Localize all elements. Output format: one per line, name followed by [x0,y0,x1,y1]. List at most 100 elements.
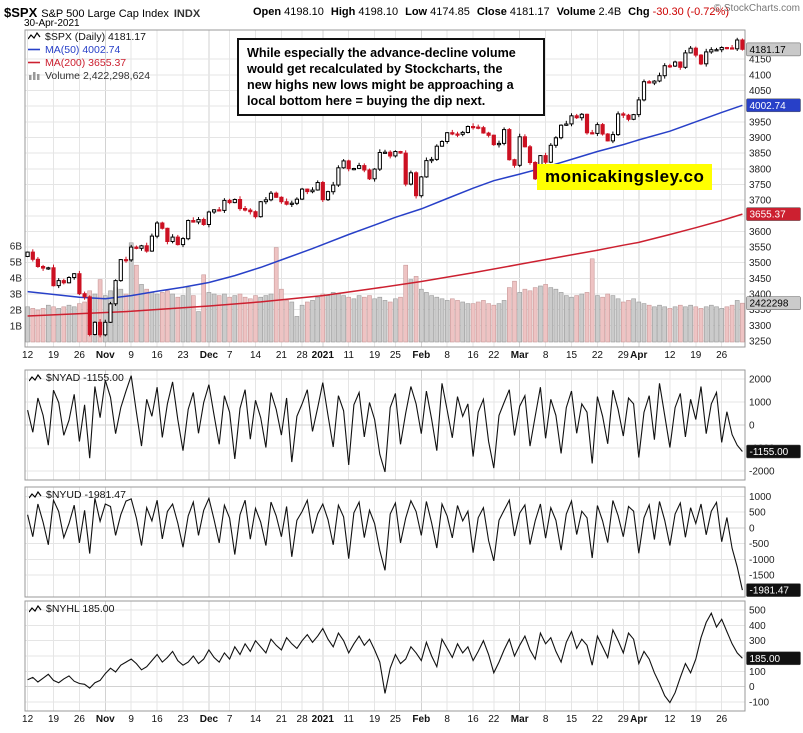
svg-text:19: 19 [48,714,60,725]
svg-text:26: 26 [74,350,86,361]
svg-text:12: 12 [22,350,34,361]
volume-value: 2.4B [598,6,622,18]
svg-text:12: 12 [22,714,34,725]
svg-text:16: 16 [468,350,480,361]
svg-text:7: 7 [227,350,233,361]
copyright: © StockCharts.com [713,3,800,14]
svg-text:3600: 3600 [749,227,772,238]
zigzag-icon [29,373,42,381]
svg-text:19: 19 [369,714,381,725]
svg-text:29: 29 [618,714,630,725]
svg-text:-1981.47: -1981.47 [750,586,790,597]
svg-text:3350: 3350 [749,305,772,316]
svg-text:19: 19 [690,350,702,361]
svg-text:15: 15 [566,714,578,725]
svg-text:Apr: Apr [630,350,647,361]
svg-text:26: 26 [74,714,86,725]
svg-text:16: 16 [152,350,164,361]
svg-text:3950: 3950 [749,117,772,128]
svg-text:Feb: Feb [412,714,430,725]
symbol: $SPX [4,5,38,20]
svg-text:-100: -100 [749,697,769,708]
svg-text:19: 19 [369,350,381,361]
svg-text:1000: 1000 [749,398,772,409]
svg-text:3250: 3250 [749,337,772,348]
nyad-label: $NYAD -1155.00 [46,372,124,384]
svg-text:3900: 3900 [749,133,772,144]
svg-text:-2000: -2000 [749,466,775,477]
svg-text:26: 26 [716,350,728,361]
panel-label-nyud: $NYUD -1981.47 [29,489,126,501]
svg-text:1B: 1B [10,322,23,333]
svg-text:7: 7 [227,714,233,725]
svg-text:14: 14 [250,714,262,725]
zigzag-icon [29,604,42,612]
annotation-note: While especially the advance-decline vol… [237,38,545,117]
svg-text:3B: 3B [10,290,23,301]
watermark: monicakingsley.co [537,164,713,190]
svg-text:12: 12 [664,350,676,361]
svg-text:3655.37: 3655.37 [750,210,787,221]
svg-text:3700: 3700 [749,196,772,207]
svg-text:19: 19 [690,714,702,725]
svg-text:8: 8 [543,350,549,361]
svg-text:6B: 6B [10,242,23,253]
svg-text:26: 26 [716,714,728,725]
svg-text:Mar: Mar [511,350,529,361]
svg-text:29: 29 [618,350,630,361]
high-value: 4198.10 [358,6,399,18]
legend-ma200: MA(200) 3655.37 [28,56,150,69]
legend-series-label: $SPX (Daily) 4181.17 [45,30,146,43]
legend-ma50-label: MA(50) 4002.74 [45,43,121,56]
svg-text:500: 500 [749,508,766,519]
svg-text:25: 25 [390,350,402,361]
svg-text:15: 15 [566,350,578,361]
svg-text:3550: 3550 [749,243,772,254]
open-value: 4198.10 [284,6,324,18]
svg-text:4181.17: 4181.17 [750,45,787,56]
svg-text:2021: 2021 [312,714,335,725]
svg-text:28: 28 [297,714,309,725]
svg-text:3750: 3750 [749,180,772,191]
close-value: 4181.17 [509,6,550,18]
svg-text:4050: 4050 [749,86,772,97]
svg-text:16: 16 [152,714,164,725]
svg-text:Apr: Apr [630,714,647,725]
svg-text:16: 16 [468,714,480,725]
svg-text:22: 22 [488,714,500,725]
svg-text:-500: -500 [749,539,769,550]
svg-text:4150: 4150 [749,55,772,66]
close-label: Close [476,6,507,18]
high-label: High [330,6,356,18]
svg-text:23: 23 [177,350,189,361]
nyud-label: $NYUD -1981.47 [46,489,126,501]
svg-text:Nov: Nov [96,350,115,361]
svg-text:3850: 3850 [749,149,772,160]
svg-text:4002.74: 4002.74 [750,101,787,112]
svg-text:12: 12 [664,714,676,725]
zigzag-icon [29,490,42,498]
svg-text:25: 25 [390,714,402,725]
svg-text:11: 11 [344,350,355,361]
svg-text:0: 0 [749,523,755,534]
svg-text:500: 500 [749,606,766,617]
svg-text:0: 0 [749,421,755,432]
svg-text:2B: 2B [10,306,23,317]
svg-text:400: 400 [749,621,766,632]
svg-text:3300: 3300 [749,321,772,332]
svg-text:Dec: Dec [200,350,219,361]
svg-text:185.00: 185.00 [750,654,781,665]
chg-value: -30.30 (-0.72%) [652,6,729,18]
svg-text:22: 22 [592,714,604,725]
svg-text:Mar: Mar [511,714,529,725]
svg-text:1000: 1000 [749,492,772,503]
svg-text:3450: 3450 [749,274,772,285]
svg-text:9: 9 [128,350,134,361]
legend-ma50: MA(50) 4002.74 [28,43,150,56]
volume-label: Volume [556,6,596,18]
svg-text:-1155.00: -1155.00 [750,447,789,458]
legend-volume-label: Volume 2,422,298,624 [45,69,151,82]
legend-volume: Volume 2,422,298,624 [28,69,150,82]
panel-label-nyad: $NYAD -1155.00 [29,372,124,384]
low-value: 4174.85 [430,6,470,18]
